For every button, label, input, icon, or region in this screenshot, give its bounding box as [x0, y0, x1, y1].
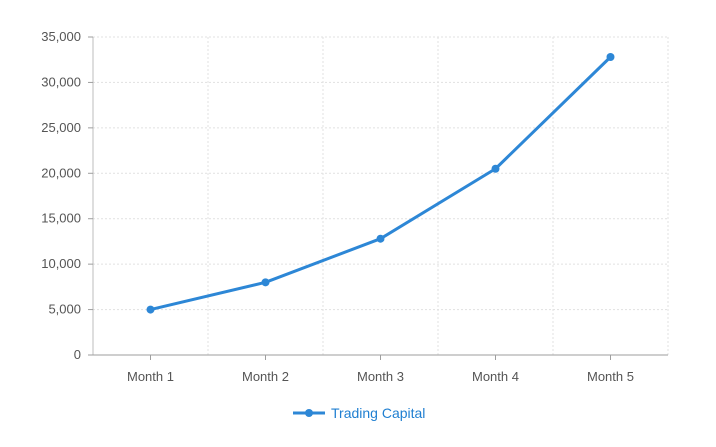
data-point[interactable] [606, 52, 615, 61]
x-tick-label: Month 2 [242, 369, 289, 384]
y-tick-label: 30,000 [41, 74, 81, 89]
grid-lines [93, 36, 669, 355]
data-point[interactable] [376, 234, 385, 243]
y-tick-label: 15,000 [41, 211, 81, 226]
data-point[interactable] [261, 278, 270, 287]
y-tick-label: 0 [74, 347, 81, 362]
y-tick-label: 5,000 [48, 302, 81, 317]
axes [88, 36, 668, 360]
x-tick-label: Month 3 [357, 369, 404, 384]
y-axis-tick-labels: 0 5,000 10,000 15,000 20,000 25,000 30,000 35,0… [41, 29, 81, 362]
y-tick-label: 10,000 [41, 256, 81, 271]
data-point[interactable] [146, 305, 155, 314]
x-tick-label: Month 1 [127, 369, 174, 384]
series-line-trading-capital [149, 55, 612, 312]
series-layer [146, 52, 615, 314]
legend-swatch-marker [305, 409, 313, 417]
y-tick-label: 35,000 [41, 29, 81, 44]
legend[interactable]: Trading Capital [293, 405, 425, 421]
x-tick-label: Month 4 [472, 369, 519, 384]
x-tick-label: Month 5 [587, 369, 634, 384]
y-tick-label: 25,000 [41, 120, 81, 135]
x-axis-tick-labels: Month 1 Month 2 Month 3 Month 4 Month 5 [127, 369, 634, 384]
data-point[interactable] [491, 164, 500, 173]
y-tick-label: 20,000 [41, 165, 81, 180]
legend-label-trading-capital[interactable]: Trading Capital [331, 405, 425, 421]
